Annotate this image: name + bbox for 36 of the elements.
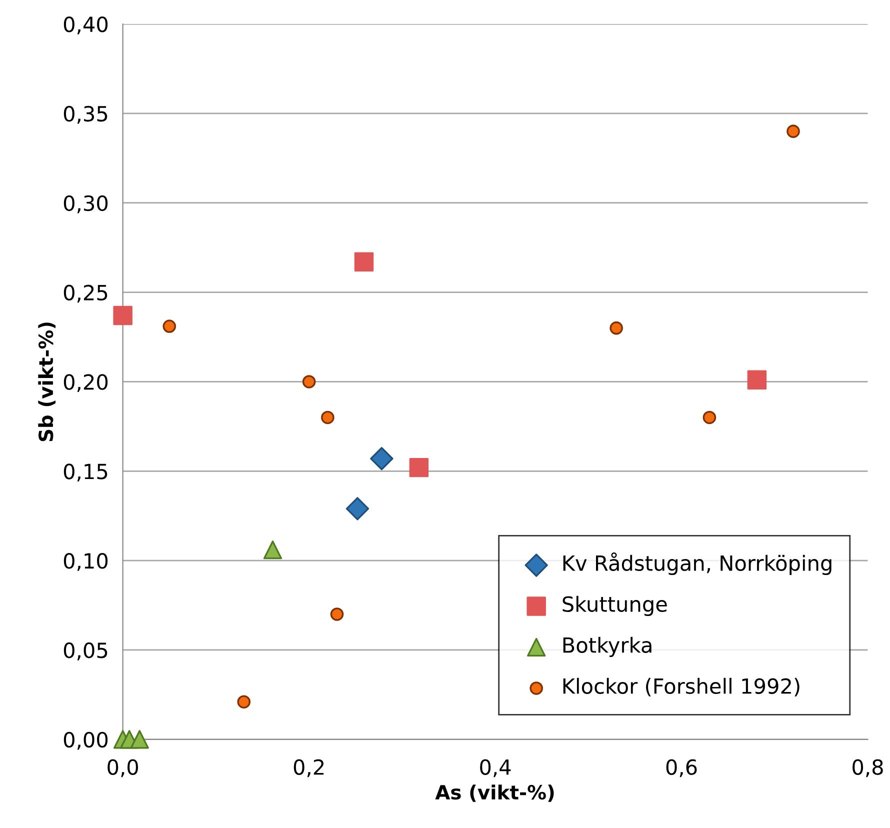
point [113,306,132,326]
y-tick-label: 0,40 [64,16,108,34]
point [354,252,374,272]
point [263,540,282,560]
point [786,124,800,138]
y-tick-label: 0,20 [64,374,108,392]
legend-label: Klockor (Forshell 1992) [563,678,800,696]
point [610,321,623,335]
x-axis-title: As (vikt-%) [435,784,554,802]
point [302,375,316,388]
point [409,458,429,478]
point [346,497,370,520]
point [162,320,176,333]
point [130,730,149,749]
y-tick-label: 0,30 [64,195,108,214]
point [370,447,394,470]
point [237,695,251,708]
y-tick-label: 0,00 [64,732,108,750]
x-tick-label: 0,6 [666,759,697,778]
point [747,370,767,390]
x-tick-label: 0,4 [480,759,511,778]
y-tick-label: 0,10 [64,553,108,571]
legend-label: Botkyrka [563,636,652,658]
y-tick-label: 0,35 [64,106,108,124]
y-tick-label: 0,25 [64,284,108,303]
x-tick-label: 0,2 [294,759,324,778]
legend-label: Kv Rådstugan, Norrköping [563,552,832,576]
y-tick-label: 0,05 [64,642,108,660]
x-tick-label: 0,0 [108,759,138,778]
point [330,608,344,621]
y-tick-label: 0,15 [64,464,108,482]
point [321,410,334,424]
legend-label: Skuttunge [562,596,667,616]
x-tick-label: 0,8 [852,759,883,778]
y-axis-title: Sb (vikt-%) [38,322,56,442]
point [702,410,716,424]
